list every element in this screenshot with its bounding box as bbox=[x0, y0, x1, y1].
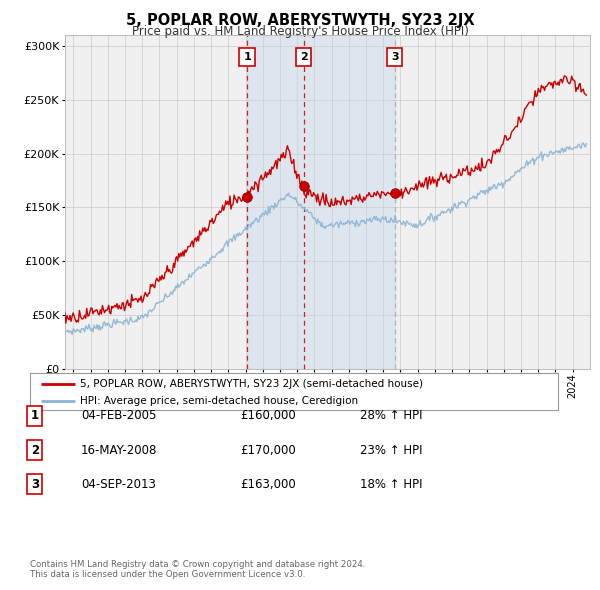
Text: HPI: Average price, semi-detached house, Ceredigion: HPI: Average price, semi-detached house,… bbox=[80, 396, 358, 406]
Text: Contains HM Land Registry data © Crown copyright and database right 2024.
This d: Contains HM Land Registry data © Crown c… bbox=[30, 560, 365, 579]
Text: 1: 1 bbox=[243, 52, 251, 62]
Text: 3: 3 bbox=[391, 52, 398, 62]
Text: £163,000: £163,000 bbox=[240, 478, 296, 491]
Text: 04-SEP-2013: 04-SEP-2013 bbox=[81, 478, 156, 491]
Text: £170,000: £170,000 bbox=[240, 444, 296, 457]
Text: Price paid vs. HM Land Registry's House Price Index (HPI): Price paid vs. HM Land Registry's House … bbox=[131, 25, 469, 38]
Text: 28% ↑ HPI: 28% ↑ HPI bbox=[360, 409, 422, 422]
Text: 2: 2 bbox=[31, 444, 39, 457]
Text: 5, POPLAR ROW, ABERYSTWYTH, SY23 2JX (semi-detached house): 5, POPLAR ROW, ABERYSTWYTH, SY23 2JX (se… bbox=[80, 379, 423, 389]
Text: 23% ↑ HPI: 23% ↑ HPI bbox=[360, 444, 422, 457]
Text: 16-MAY-2008: 16-MAY-2008 bbox=[81, 444, 157, 457]
Text: 3: 3 bbox=[31, 478, 39, 491]
Text: 1: 1 bbox=[31, 409, 39, 422]
Text: 04-FEB-2005: 04-FEB-2005 bbox=[81, 409, 157, 422]
Text: 2: 2 bbox=[299, 52, 307, 62]
Text: 5, POPLAR ROW, ABERYSTWYTH, SY23 2JX: 5, POPLAR ROW, ABERYSTWYTH, SY23 2JX bbox=[125, 13, 475, 28]
Bar bbox=[247, 35, 395, 369]
Text: £160,000: £160,000 bbox=[240, 409, 296, 422]
Text: 18% ↑ HPI: 18% ↑ HPI bbox=[360, 478, 422, 491]
